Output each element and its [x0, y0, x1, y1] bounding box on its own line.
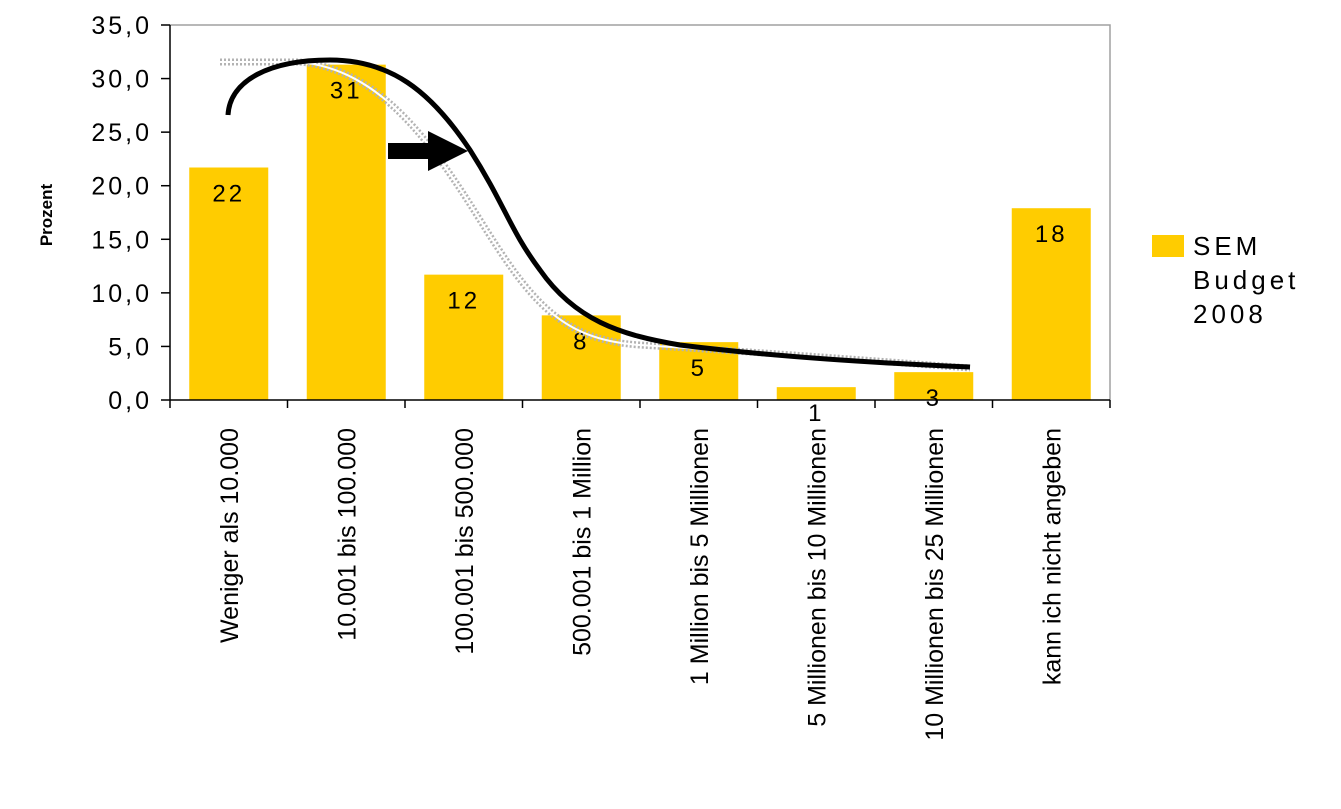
data-label: 18: [1035, 221, 1068, 248]
x-tick-label: 5 Millionen bis 10 Millionen: [803, 428, 831, 727]
trend-annotations: [220, 57, 971, 372]
data-label: 5: [691, 355, 707, 382]
x-tick-label: 100.001 bis 500.000: [451, 428, 479, 655]
x-tick-label: 10.001 bis 100.000: [333, 428, 361, 641]
data-label: 3: [926, 385, 942, 412]
y-axis-label: Prozent: [37, 183, 56, 246]
y-tick-label: 20,0: [91, 173, 152, 201]
data-label: 22: [212, 181, 245, 208]
bar: [424, 274, 504, 400]
bar: [189, 167, 269, 400]
axes-group: 0,0 5,0 10,0 15,0 20,0 25,0 30,0 35,0 Weniger al…: [37, 12, 1111, 741]
data-label: 1: [808, 400, 824, 427]
x-tick-label: Weniger als 10.000: [216, 428, 244, 643]
arrow-shaft: [388, 143, 430, 159]
legend-label-line-2: Budget: [1193, 265, 1299, 295]
y-tick-label: 25,0: [91, 119, 152, 147]
black-trend-curve: [225, 57, 971, 370]
data-label: 12: [447, 288, 480, 315]
data-label: 31: [330, 78, 363, 105]
legend-label-line-1: SEM: [1193, 231, 1261, 261]
plot-area-border: [170, 24, 1111, 400]
y-tick-label: 15,0: [91, 226, 152, 254]
y-tick-label: 5,0: [108, 333, 152, 361]
bar: [1011, 208, 1091, 400]
x-tick-label: 500.001 bis 1 Million: [568, 428, 596, 656]
x-tick-label: kann ich nicht angeben: [1038, 428, 1066, 685]
x-tick-label: 10 Millionen bis 25 Millionen: [921, 428, 949, 741]
x-tick-label: 1 Million bis 5 Millionen: [686, 428, 714, 685]
y-tick-label: 10,0: [91, 280, 152, 308]
y-tick-label: 30,0: [91, 66, 152, 94]
bar: [306, 64, 386, 401]
legend-swatch: [1152, 235, 1184, 257]
y-tick-label: 0,0: [108, 387, 152, 415]
bar: [894, 372, 974, 400]
legend-label-line-3: 2008: [1193, 299, 1267, 329]
y-tick-label: 35,0: [91, 12, 152, 40]
bar: [776, 387, 856, 400]
arrow-head-icon: [428, 131, 468, 171]
legend: SEM Budget 2008: [1152, 231, 1299, 329]
